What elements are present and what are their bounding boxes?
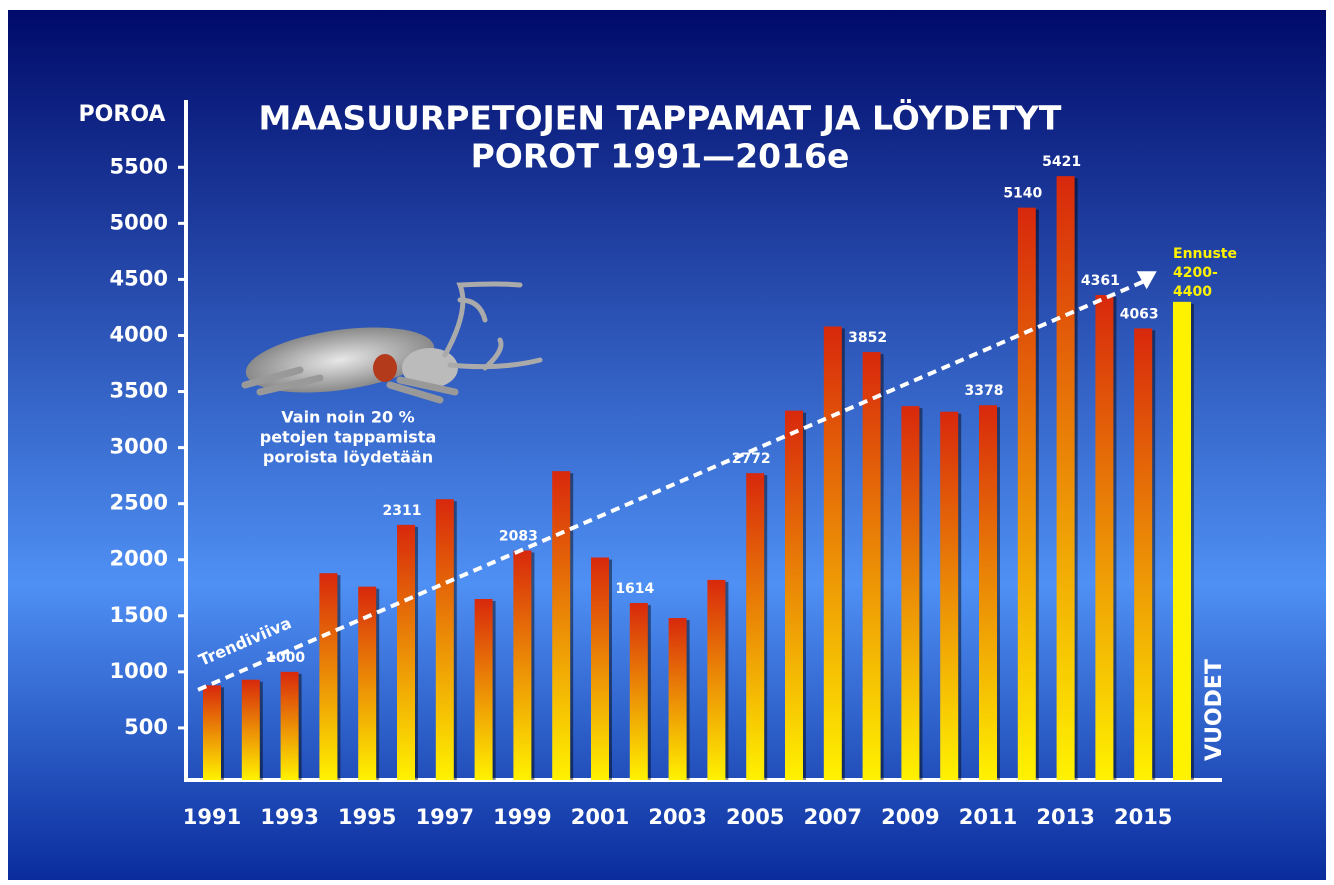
forecast-label: 4200-	[1173, 265, 1218, 281]
x-tick-label: 1999	[493, 805, 551, 829]
x-tick-label: 1993	[260, 805, 318, 829]
forecast-label: Ennuste	[1173, 246, 1237, 262]
y-tick-label: 500	[124, 715, 168, 739]
bar	[513, 550, 531, 780]
y-tick-label: 2000	[110, 547, 168, 571]
y-tick-label: 3000	[110, 435, 168, 459]
value-label: 2311	[383, 503, 422, 519]
bar	[1018, 208, 1036, 780]
bar	[824, 327, 842, 780]
bar	[203, 685, 221, 780]
bar	[669, 618, 687, 780]
x-tick-label: 2009	[881, 805, 939, 829]
x-tick-label: 2011	[959, 805, 1017, 829]
annotation: poroista löydetään	[263, 448, 433, 467]
y-tick-label: 3500	[110, 379, 168, 403]
y-tick-label: 1000	[110, 659, 168, 683]
bar	[901, 406, 919, 780]
x-tick-label: 1997	[416, 805, 474, 829]
bar	[397, 525, 415, 780]
x-tick-label: 1995	[338, 805, 396, 829]
bar	[552, 471, 570, 780]
x-tick-label: 2001	[571, 805, 629, 829]
y-tick-label: 5000	[110, 210, 168, 234]
value-label: 5140	[1003, 186, 1042, 202]
x-tick-label: 2013	[1036, 805, 1094, 829]
y-axis-label: POROA	[79, 102, 166, 127]
chart-title: MAASUURPETOJEN TAPPAMAT JA LÖYDETYT	[259, 98, 1062, 138]
bar	[1134, 328, 1152, 780]
y-tick-label: 4500	[110, 266, 168, 290]
bar	[475, 599, 493, 780]
bar	[979, 405, 997, 780]
bar	[746, 473, 764, 780]
bar	[1095, 295, 1113, 780]
y-tick-label: 5500	[110, 154, 168, 178]
y-tick-label: 4000	[110, 322, 168, 346]
bar	[281, 672, 299, 780]
bar	[1173, 302, 1191, 780]
x-tick-label: 2007	[804, 805, 862, 829]
bar	[1057, 176, 1075, 780]
x-tick-label: 2015	[1114, 805, 1172, 829]
y-tick-label: 2500	[110, 491, 168, 515]
x-tick-label: 2005	[726, 805, 784, 829]
bar	[940, 412, 958, 780]
value-label: 2083	[499, 528, 538, 544]
chart-title: POROT 1991—2016e	[471, 137, 850, 176]
value-label: 2772	[732, 451, 771, 467]
bar	[707, 580, 725, 780]
x-tick-label: 1991	[183, 805, 241, 829]
forecast-label: 4400	[1173, 284, 1212, 300]
bar	[591, 557, 609, 780]
bar	[436, 499, 454, 780]
bar	[319, 573, 337, 780]
value-label: 4361	[1081, 273, 1120, 289]
bar	[863, 352, 881, 780]
x-axis-label: VUODET	[1202, 659, 1227, 761]
bar	[630, 603, 648, 780]
value-label: 1614	[615, 581, 654, 597]
bar	[785, 411, 803, 780]
value-label: 5421	[1042, 154, 1081, 170]
chart: Vain noin 20 % petojen tappamista porois…	[0, 0, 1334, 885]
value-label: 3378	[965, 383, 1004, 399]
annotation: petojen tappamista	[260, 428, 437, 447]
bar	[242, 680, 260, 780]
x-tick-label: 2003	[648, 805, 706, 829]
value-label: 3852	[848, 330, 887, 346]
y-tick-label: 1500	[110, 603, 168, 627]
annotation: Vain noin 20 %	[281, 408, 414, 427]
value-label: 4063	[1120, 306, 1159, 322]
